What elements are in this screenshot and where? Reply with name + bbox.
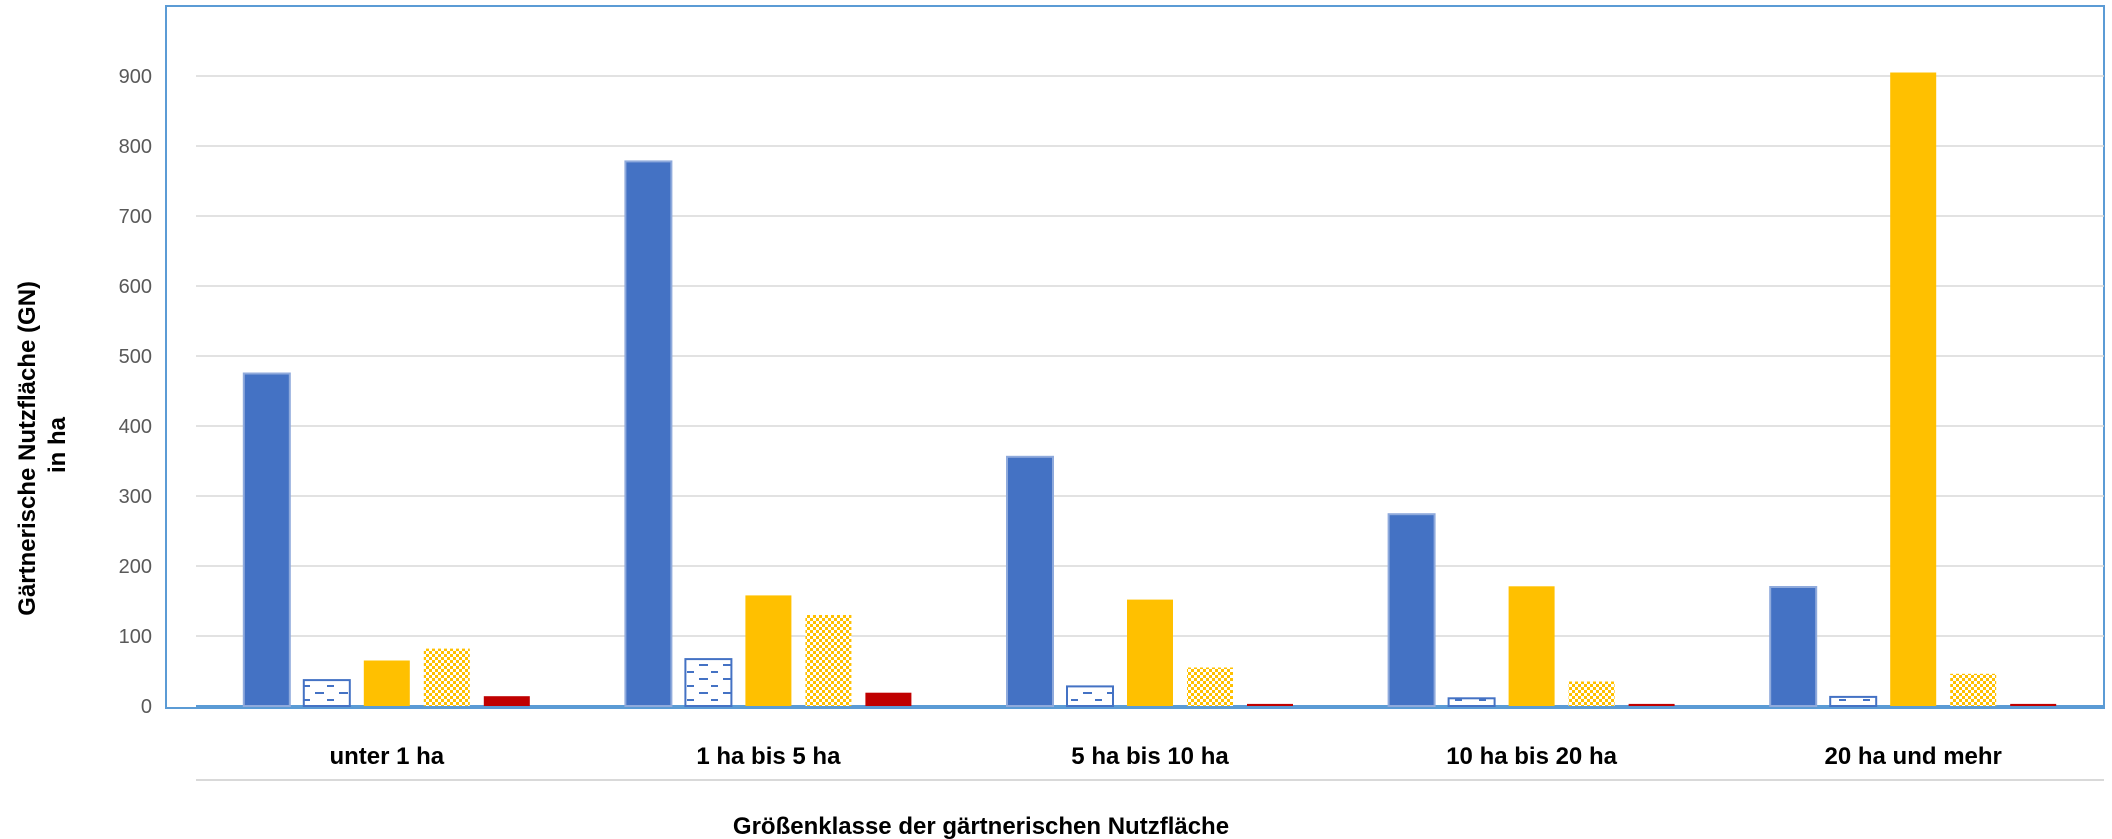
bar [242,372,291,707]
y-axis-title-line-2: in ha [44,416,71,473]
bar [684,658,733,707]
bar [624,160,673,707]
y-tick-label: 400 [119,416,152,438]
bar [1508,586,1555,706]
bar [745,595,792,706]
bar [805,615,852,706]
bar [1066,685,1114,708]
bar [1387,513,1436,708]
bar [1628,703,1675,706]
plot-frame [165,5,2105,709]
x-tick-label: 10 ha bis 20 ha [1446,743,1617,770]
y-tick-label: 300 [119,486,152,508]
bar [1447,697,1496,707]
x-tick-label: 1 ha bis 5 ha [696,743,841,770]
bar [2010,703,2057,706]
bar [1127,599,1173,706]
y-tick-label: 100 [119,626,152,648]
bar [1568,681,1615,706]
bar [1247,703,1293,706]
y-tick-label: 500 [119,346,152,368]
bar [1890,72,1937,706]
x-tick-label: unter 1 ha [329,743,444,770]
y-tick-label: 800 [119,136,152,158]
bar [363,660,410,706]
bar [1006,455,1054,707]
bar [865,692,912,706]
bar [1950,673,1997,706]
bar [1829,695,1878,708]
bar [1769,586,1818,707]
x-tick-label: 20 ha und mehr [1825,743,2002,770]
bar [302,679,351,707]
bar [423,648,470,706]
y-tick-label: 200 [119,556,152,578]
y-axis-title: Gärtnerische Nutzfläche (GN) in ha [14,274,71,615]
bar [483,696,530,706]
bar [1187,667,1233,706]
x-tick-label: 5 ha bis 10 ha [1071,743,1229,770]
y-axis-title-line-1: Gärtnerische Nutzfläche (GN) [14,281,41,616]
y-tick-label: 600 [119,276,152,298]
y-tick-label: 700 [119,206,152,228]
y-tick-label: 0 [141,696,152,718]
x-axis-title: Größenklasse der gärtnerischen Nutzfläch… [733,813,1229,839]
y-tick-label: 900 [119,66,152,88]
